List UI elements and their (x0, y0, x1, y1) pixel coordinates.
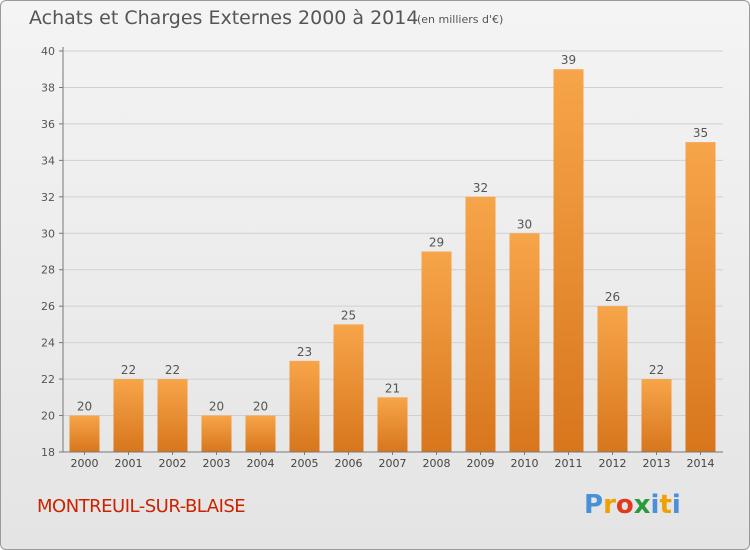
bar-value-label: 39 (561, 53, 576, 67)
x-tick-label: 2013 (643, 457, 671, 470)
bar (377, 397, 408, 452)
bar-value-label: 23 (297, 345, 312, 359)
x-tick-label: 2008 (423, 457, 451, 470)
bar-value-label: 29 (429, 236, 444, 250)
axis-layer: 18 20 22 24 26 28 30 32 34 36 38 40 2000 2001 2002 2003… (41, 45, 723, 470)
y-tick-label: 18 (41, 446, 55, 459)
bar-value-label: 20 (253, 400, 268, 414)
bar-value-label: 20 (209, 400, 224, 414)
logo-letter: o (615, 490, 634, 520)
x-tick-label: 2010 (511, 457, 539, 470)
x-tick-label: 2003 (203, 457, 231, 470)
logo-letter: t (659, 490, 672, 520)
bar (685, 142, 716, 453)
bar (421, 251, 452, 452)
city-name: MONTREUIL-SUR-BLAISE (37, 496, 246, 517)
x-tick-label: 2005 (291, 457, 319, 470)
chart-subtitle: (en milliers d'€) (417, 13, 504, 26)
bar-value-label: 30 (517, 217, 532, 231)
logo-letter: i (650, 490, 660, 520)
logo-letter: i (671, 490, 681, 520)
bars-layer: 20 22 22 20 20 23 25 21 29 32 30 39 26 22 35 (69, 53, 716, 453)
y-tick-label: 40 (41, 45, 55, 58)
proxiti-logo[interactable]: Proxiti (584, 490, 681, 520)
bar (333, 324, 364, 452)
x-tick-label: 2001 (115, 457, 143, 470)
bar (289, 360, 320, 452)
x-tick-label: 2012 (599, 457, 627, 470)
bar-value-label: 22 (165, 363, 180, 377)
x-tick-label: 2000 (71, 457, 99, 470)
bar-value-label: 32 (473, 181, 488, 195)
y-tick-label: 22 (41, 373, 55, 386)
bar-value-label: 20 (77, 400, 92, 414)
logo-letter: P (584, 490, 604, 520)
y-tick-label: 20 (41, 410, 55, 423)
y-tick-label: 30 (41, 227, 55, 240)
bar (113, 379, 144, 452)
logo-letter: r (603, 490, 616, 520)
bar (245, 415, 276, 452)
x-tick-label: 2006 (335, 457, 363, 470)
x-tick-label: 2011 (555, 457, 583, 470)
bar (509, 233, 540, 452)
logo-letter: x (633, 490, 651, 520)
chart-title: Achats et Charges Externes 2000 à 2014 (29, 7, 419, 29)
bar (201, 415, 232, 452)
bar (597, 306, 628, 452)
bar-value-label: 26 (605, 290, 620, 304)
bar-value-label: 25 (341, 308, 356, 322)
y-tick-label: 38 (41, 81, 55, 94)
y-tick-label: 28 (41, 264, 55, 277)
x-tick-label: 2014 (687, 457, 715, 470)
bar-value-label: 35 (693, 126, 708, 140)
bar (157, 379, 188, 452)
y-tick-label: 24 (41, 337, 55, 350)
bar (641, 379, 672, 452)
bar-value-label: 21 (385, 381, 400, 395)
x-tick-label: 2009 (467, 457, 495, 470)
x-tick-label: 2004 (247, 457, 275, 470)
x-tick-label: 2007 (379, 457, 407, 470)
bar-value-label: 22 (649, 363, 664, 377)
y-tick-label: 32 (41, 191, 55, 204)
x-tick-label: 2002 (159, 457, 187, 470)
bar-value-label: 22 (121, 363, 136, 377)
bar (465, 196, 496, 452)
y-tick-label: 36 (41, 118, 55, 131)
bar (553, 69, 584, 453)
y-tick-label: 34 (41, 154, 55, 167)
y-tick-label: 26 (41, 300, 55, 313)
bar (69, 415, 100, 452)
